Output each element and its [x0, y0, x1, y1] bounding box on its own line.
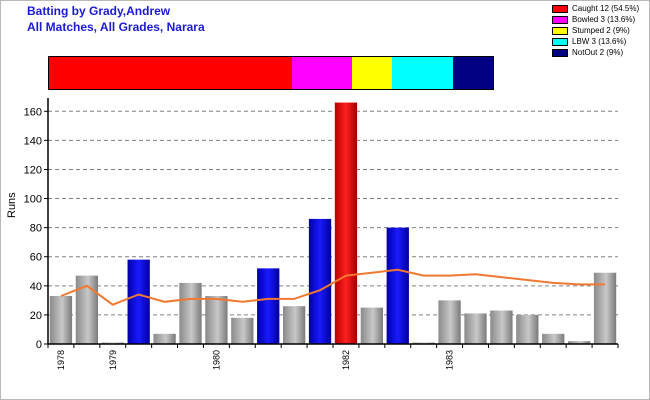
y-tick-label: 100	[24, 194, 42, 206]
legend-item-notout: NotOut 2 (9%)	[552, 48, 648, 58]
innings-bar	[282, 306, 306, 344]
legend-swatch	[552, 5, 568, 13]
y-tick-label: 0	[36, 339, 42, 351]
legend-swatch	[552, 49, 568, 57]
innings-bar	[334, 102, 358, 344]
legend-item-stumped: Stumped 2 (9%)	[552, 26, 648, 36]
summary-segment-stumped	[352, 57, 393, 89]
chart-title: Batting by Grady,Andrew	[27, 4, 171, 18]
innings-bar	[205, 296, 228, 344]
legend: Caught 12 (54.5%) Bowled 3 (13.6%) Stump…	[552, 4, 648, 59]
y-tick-label: 60	[30, 252, 42, 264]
innings-bar	[127, 259, 150, 344]
innings-bar	[153, 333, 176, 344]
chart-subtitle: All Matches, All Grades, Narara	[27, 20, 205, 34]
legend-swatch	[552, 27, 568, 35]
summary-segment-lbw	[392, 57, 453, 89]
innings-bar	[516, 314, 539, 344]
innings-bar	[438, 300, 461, 344]
innings-bar	[542, 333, 565, 344]
innings-bar	[567, 341, 591, 344]
season-label: 1982	[341, 350, 351, 370]
legend-swatch	[552, 38, 568, 46]
y-tick-label: 40	[30, 281, 42, 293]
y-tick-label: 140	[24, 135, 42, 147]
average-line	[60, 268, 605, 306]
y-tick-label: 120	[24, 164, 42, 176]
y-tick-label: 80	[30, 223, 42, 235]
innings-bar	[593, 272, 617, 344]
legend-item-caught: Caught 12 (54.5%)	[552, 4, 648, 14]
y-axis-label: Runs	[6, 192, 18, 218]
innings-bar	[360, 307, 384, 344]
legend-swatch	[552, 16, 568, 24]
innings-bar	[49, 296, 73, 344]
innings-bar	[179, 282, 202, 344]
y-tick-label: 160	[24, 106, 42, 118]
innings-bar	[75, 275, 99, 344]
innings-bar	[490, 310, 513, 344]
season-label: 1983	[445, 350, 455, 370]
innings-bar	[308, 218, 332, 344]
dismissal-summary-bar	[48, 56, 494, 90]
summary-segment-notout	[452, 57, 493, 89]
innings-bar	[257, 268, 280, 344]
innings-bar	[231, 317, 254, 344]
season-label: 1978	[56, 350, 66, 370]
legend-label: NotOut 2 (9%)	[572, 48, 624, 57]
legend-label: Caught 12 (54.5%)	[572, 4, 640, 13]
legend-label: Bowled 3 (13.6%)	[572, 15, 636, 24]
innings-bar	[386, 227, 409, 344]
innings-bar	[464, 313, 487, 344]
season-label: 1980	[211, 350, 221, 370]
legend-label: Stumped 2 (9%)	[572, 26, 630, 35]
legend-item-bowled: Bowled 3 (13.6%)	[552, 15, 648, 25]
legend-label: LBW 3 (13.6%)	[572, 37, 627, 46]
y-tick-label: 20	[30, 310, 42, 322]
legend-item-lbw: LBW 3 (13.6%)	[552, 37, 648, 47]
summary-segment-caught	[49, 57, 292, 89]
summary-segment-bowled	[291, 57, 353, 89]
season-label: 1979	[108, 350, 118, 370]
